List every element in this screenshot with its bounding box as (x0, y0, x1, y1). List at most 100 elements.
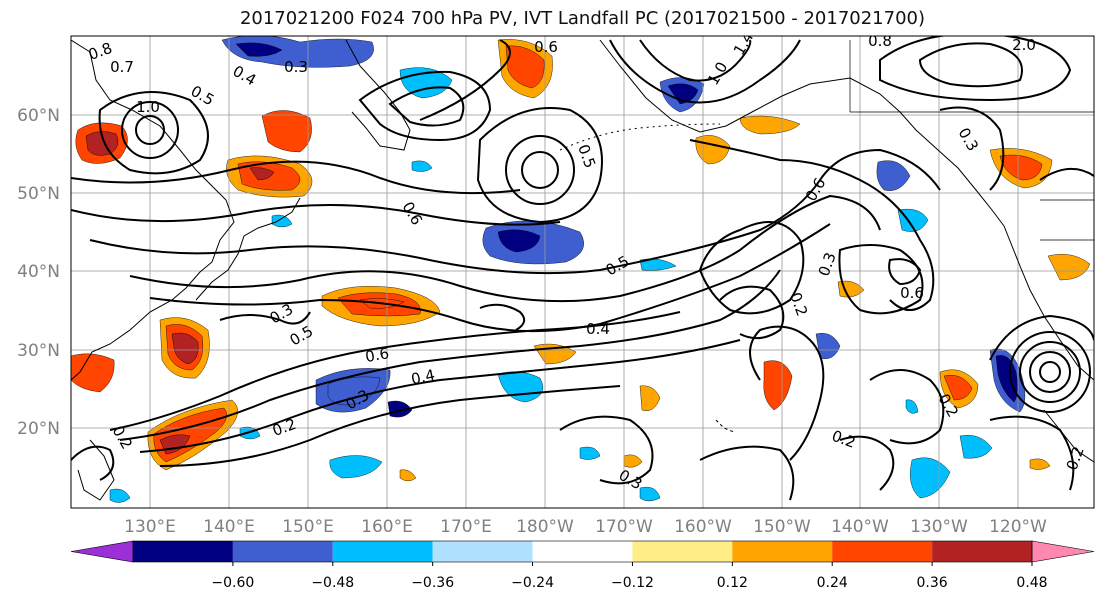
longitude-label: 140°E (203, 517, 255, 537)
contour-line (838, 244, 924, 315)
latitude-label: 40°N (17, 262, 60, 282)
map-frame (70, 35, 1095, 509)
colorbar-tick-labels: −0.60 −0.48 −0.36 −0.24 −0.12 0.12 0.24 0.36 0.4… (211, 575, 1047, 591)
contour-line (388, 86, 465, 127)
anomaly-patch (667, 83, 699, 105)
colorbar-outline (132, 540, 1033, 563)
anomaly-patch (261, 110, 312, 153)
contour-line (89, 148, 941, 275)
contour-line (219, 311, 311, 325)
contour-line (939, 106, 1005, 191)
anomaly-patch (995, 355, 1018, 403)
colorbar-extend-max (1031, 540, 1095, 563)
contour-label: 0.4 (409, 366, 436, 389)
contour-line (109, 311, 681, 431)
colorbar-extend-min (70, 540, 134, 563)
longitude-label: 160°E (361, 517, 413, 537)
contour-line (749, 325, 825, 461)
negative-anomaly-shading (109, 36, 1026, 503)
anomaly-patch (943, 375, 973, 401)
anomaly-patch (579, 446, 601, 460)
contour-line (119, 269, 781, 441)
contour-line (71, 160, 521, 195)
longitude-label: 140°W (831, 517, 889, 537)
contour-label: 2.0 (1012, 36, 1036, 54)
latitude-label: 30°N (17, 341, 60, 361)
contour-line (121, 101, 179, 159)
contour-line (989, 314, 1094, 361)
contour-line (639, 39, 752, 82)
contour-line (505, 135, 575, 205)
anomaly-patch (639, 486, 661, 502)
longitude-label: 160°W (674, 517, 732, 537)
longitude-label: 150°W (753, 517, 811, 537)
contour-line (71, 204, 561, 226)
colorbar-tick-label: 0.12 (717, 575, 748, 591)
contour-line (689, 139, 935, 311)
longitude-label: 120°W (989, 517, 1047, 537)
anomaly-patch (329, 455, 383, 479)
colorbar-segment (232, 541, 333, 562)
colorbar-segment (532, 541, 633, 562)
coastline-kamchatka (345, 39, 411, 151)
contour-label: 0.7 (110, 58, 134, 76)
anomaly-patch (399, 469, 417, 482)
colorbar-segment (932, 541, 1032, 562)
anomaly-patch (497, 229, 541, 253)
coastline-mexico (1043, 409, 1094, 463)
border-canada-us (849, 40, 1094, 241)
colorbar-segment (332, 541, 433, 562)
contour-label: 0.6 (900, 284, 924, 302)
anomaly-patch (999, 154, 1043, 181)
anomaly-patch (623, 454, 643, 468)
anomaly-patch (910, 457, 951, 499)
anomaly-patch (271, 214, 293, 228)
longitude-label: 130°E (124, 517, 176, 537)
contour-line (149, 223, 831, 333)
contour-line (839, 435, 895, 491)
contour-line (521, 151, 559, 189)
contour-line (888, 258, 922, 286)
contour-line (699, 445, 795, 501)
colorbar-tick-label: −0.12 (611, 575, 654, 591)
contour-line (698, 221, 805, 315)
contour-line (98, 91, 209, 175)
coastline-aleutians (559, 123, 721, 151)
anomaly-patch (639, 385, 661, 411)
anomaly-patch (837, 280, 865, 298)
longitude-label: 170°W (595, 517, 653, 537)
latitude-label: 60°N (17, 106, 60, 126)
contour-line (479, 303, 526, 331)
colorbar-segment (632, 541, 733, 562)
contour-label: 0.3 (284, 58, 308, 76)
anomaly-patch (71, 353, 115, 393)
anomaly-patch (109, 488, 131, 503)
contour-line (879, 36, 1072, 102)
colorbar-segment (732, 541, 833, 562)
contour-line (869, 369, 945, 445)
latitude-labels: 60°N 50°N 40°N 30°N 20°N (17, 106, 60, 439)
anomaly-patch (411, 160, 433, 172)
contour-line (159, 385, 621, 467)
contour-line (1009, 331, 1091, 413)
coastline-alaska (599, 39, 1005, 227)
anomaly-patch (249, 167, 275, 181)
contour-line (609, 39, 801, 104)
contour-line (135, 115, 165, 145)
anomaly-patch (235, 42, 283, 57)
colorbar-segment (133, 541, 233, 562)
colorbar-tick-label: 0.24 (817, 575, 848, 591)
contour-line (419, 39, 511, 121)
contour-line (559, 415, 654, 485)
contour-label: 0.8 (868, 32, 892, 50)
contour-line (918, 42, 1023, 88)
longitude-label: 150°E (282, 517, 334, 537)
contour-label: 1.0 (136, 98, 160, 116)
positive-anomaly-shading (71, 39, 1091, 482)
coastline-philippines (77, 439, 115, 501)
contour-line (129, 194, 881, 303)
latitude-label: 20°N (17, 419, 60, 439)
anomaly-patch (905, 399, 919, 414)
colorbar-tick-label: −0.36 (411, 575, 454, 591)
